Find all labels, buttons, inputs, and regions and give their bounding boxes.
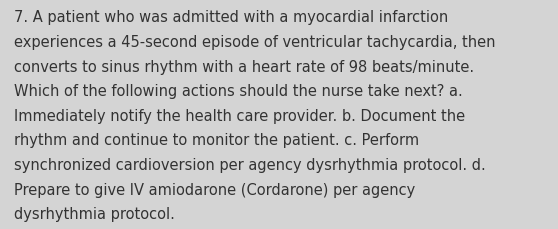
Text: dysrhythmia protocol.: dysrhythmia protocol.: [14, 206, 175, 221]
Text: Which of the following actions should the nurse take next? a.: Which of the following actions should th…: [14, 84, 463, 99]
Text: experiences a 45-second episode of ventricular tachycardia, then: experiences a 45-second episode of ventr…: [14, 35, 496, 50]
Text: Immediately notify the health care provider. b. Document the: Immediately notify the health care provi…: [14, 108, 465, 123]
Text: synchronized cardioversion per agency dysrhythmia protocol. d.: synchronized cardioversion per agency dy…: [14, 157, 485, 172]
Text: 7. A patient who was admitted with a myocardial infarction: 7. A patient who was admitted with a myo…: [14, 10, 448, 25]
Text: converts to sinus rhythm with a heart rate of 98 beats/minute.: converts to sinus rhythm with a heart ra…: [14, 59, 474, 74]
Text: rhythm and continue to monitor the patient. c. Perform: rhythm and continue to monitor the patie…: [14, 133, 419, 148]
Text: Prepare to give IV amiodarone (Cordarone) per agency: Prepare to give IV amiodarone (Cordarone…: [14, 182, 415, 197]
